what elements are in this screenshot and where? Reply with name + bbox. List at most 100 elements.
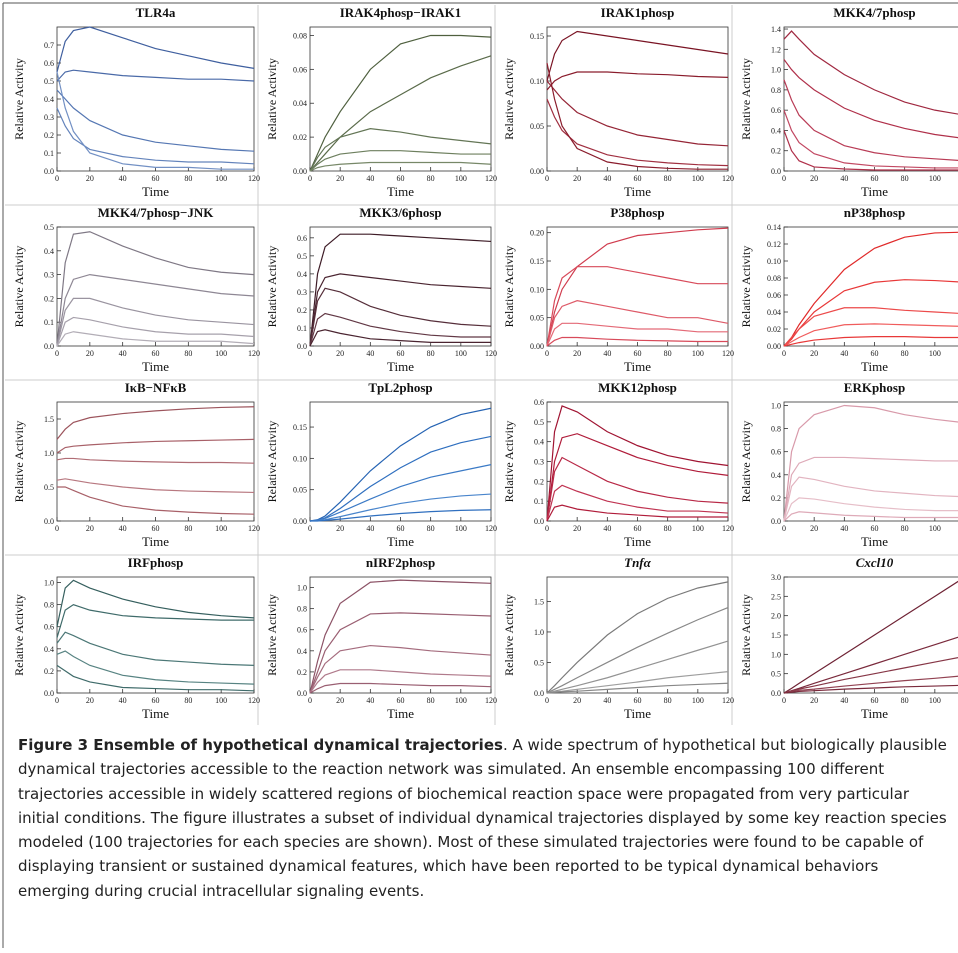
x-tick-label: 100 — [692, 696, 704, 705]
x-tick-label: 20 — [336, 524, 344, 533]
x-tick-label: 60 — [634, 349, 642, 358]
y-tick-label: 0.15 — [530, 32, 544, 41]
x-axis-label: Time — [387, 184, 414, 199]
y-tick-label: 0.6 — [534, 398, 544, 407]
y-tick-label: 0.5 — [771, 670, 781, 679]
y-tick-label: 0.4 — [297, 647, 307, 656]
y-tick-label: 1.5 — [534, 597, 544, 606]
y-axis-label: Relative Activity — [739, 58, 753, 140]
x-tick-label: 40 — [366, 696, 374, 705]
y-tick-label: 0.00 — [293, 517, 307, 526]
trajectory — [783, 231, 958, 347]
x-tick-label: 60 — [871, 174, 879, 183]
panel: IRFphosp 0.0 0.2 0.4 0.6 0.8 1.0 0 20 40 60 80 100 12… — [12, 555, 260, 721]
x-tick-label: 0 — [55, 696, 59, 705]
x-tick-label: 60 — [634, 174, 642, 183]
caption: Figure 3 Ensemble of hypothetical dynami… — [18, 733, 953, 903]
trajectory — [309, 287, 492, 347]
y-axis-label: Relative Activity — [739, 594, 753, 676]
x-tick-label: 0 — [545, 174, 549, 183]
y-tick-label: 0.00 — [530, 342, 544, 351]
y-tick-label: 0.3 — [534, 458, 544, 467]
y-tick-label: 0.04 — [767, 308, 781, 317]
y-tick-label: 1.0 — [771, 650, 781, 659]
plot-frame — [783, 401, 958, 522]
x-tick-label: 120 — [485, 174, 497, 183]
y-tick-label: 0.02 — [293, 133, 307, 142]
trajectory — [56, 71, 254, 170]
x-axis-label: Time — [142, 184, 169, 199]
y-tick-label: 0.2 — [771, 494, 781, 503]
y-tick-label: 0.8 — [771, 86, 781, 95]
x-axis-label: Time — [624, 706, 651, 721]
panel-title: nP38phosp — [844, 205, 905, 220]
trajectory — [783, 657, 958, 694]
trajectory — [546, 581, 729, 694]
x-axis-label: Time — [861, 184, 888, 199]
x-tick-label: 120 — [722, 174, 734, 183]
trajectory — [56, 457, 255, 464]
y-axis-label: Relative Activity — [12, 421, 26, 503]
panel-title: TpL2phosp — [368, 380, 432, 395]
panel: MKK4/7phosp 0.0 0.2 0.4 0.6 0.8 1.0 1.2 1.4 0 20 40… — [739, 5, 958, 199]
panel-title: Tnfα — [624, 555, 652, 570]
x-tick-label: 40 — [119, 349, 127, 358]
y-tick-label: 0.08 — [767, 274, 781, 283]
y-tick-label: 0.5 — [44, 77, 54, 86]
x-tick-label: 20 — [573, 174, 581, 183]
plot-frame — [56, 226, 255, 347]
y-tick-label: 1.0 — [44, 449, 54, 458]
trajectory — [57, 486, 255, 515]
trajectory — [56, 89, 255, 152]
x-tick-label: 80 — [901, 174, 909, 183]
y-tick-label: 0.5 — [44, 223, 54, 232]
x-tick-label: 40 — [603, 524, 611, 533]
plot-frame — [56, 576, 255, 694]
y-tick-label: 0.2 — [297, 668, 307, 677]
x-tick-label: 80 — [901, 349, 909, 358]
panel: Tnfα 0.0 0.5 1.0 1.5 0 20 40 60 80 100 120 Time Relat… — [502, 555, 734, 721]
trajectory — [783, 279, 958, 347]
y-tick-label: 0.0 — [534, 689, 544, 698]
panel-title: nIRF2phosp — [366, 555, 435, 570]
x-axis-label: Time — [387, 359, 414, 374]
y-tick-label: 1.0 — [44, 579, 54, 588]
x-tick-label: 80 — [664, 524, 672, 533]
x-tick-label: 40 — [840, 174, 848, 183]
x-tick-label: 80 — [664, 174, 672, 183]
x-tick-label: 80 — [901, 524, 909, 533]
y-tick-label: 0.00 — [293, 167, 307, 176]
y-tick-label: 0.4 — [44, 95, 54, 104]
x-tick-label: 0 — [308, 174, 312, 183]
trajectory — [56, 297, 255, 347]
trajectory — [546, 484, 729, 522]
trajectory — [56, 579, 255, 627]
y-tick-label: 0.2 — [44, 294, 54, 303]
trajectory — [783, 404, 958, 522]
trajectory — [783, 511, 958, 522]
x-axis-label: Time — [142, 359, 169, 374]
x-axis-label: Time — [861, 359, 888, 374]
y-tick-label: 0.20 — [530, 229, 544, 238]
trajectory — [783, 30, 958, 115]
x-axis-label: Time — [624, 534, 651, 549]
y-axis-label: Relative Activity — [12, 594, 26, 676]
y-tick-label: 1.0 — [297, 584, 307, 593]
x-tick-label: 0 — [308, 524, 312, 533]
x-tick-label: 40 — [366, 524, 374, 533]
x-tick-label: 120 — [722, 524, 734, 533]
y-tick-label: 0.4 — [534, 438, 544, 447]
caption-heading: Figure 3 Ensemble of hypothetical dynami… — [18, 736, 503, 754]
x-tick-label: 60 — [871, 696, 879, 705]
trajectory — [783, 109, 958, 169]
y-tick-label: 2.5 — [771, 592, 781, 601]
y-tick-label: 0.10 — [767, 257, 781, 266]
x-tick-label: 0 — [308, 349, 312, 358]
x-tick-label: 0 — [308, 696, 312, 705]
y-tick-label: 0.1 — [44, 149, 54, 158]
y-tick-label: 0.00 — [530, 167, 544, 176]
trajectory — [783, 497, 958, 522]
y-tick-label: 0.6 — [297, 626, 307, 635]
x-tick-label: 100 — [455, 349, 467, 358]
